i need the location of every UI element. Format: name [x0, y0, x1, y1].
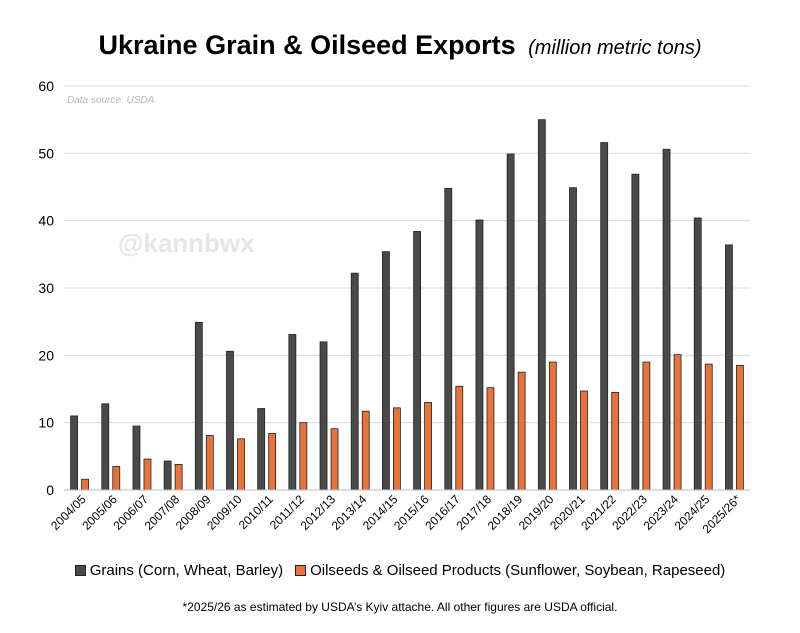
legend-swatch-grains [74, 565, 86, 576]
legend-item-grains: Grains (Corn, Wheat, Barley) [74, 562, 284, 579]
y-tick-label: 10 [38, 415, 54, 431]
y-tick-label: 50 [38, 145, 54, 161]
bar-grains [506, 153, 515, 491]
bar-grains [132, 425, 141, 491]
bar-oilseeds [174, 464, 183, 491]
y-tick-label: 20 [38, 347, 54, 363]
bar-oilseeds [704, 363, 713, 491]
bar-grains [475, 219, 484, 491]
bar-grains [226, 350, 234, 491]
watermark-text: @kannbwx [118, 228, 255, 258]
bar-oilseeds [112, 466, 121, 491]
bar-oilseeds [580, 390, 588, 491]
footnote: *2025/26 as estimated by USDA’s Kyiv att… [182, 600, 618, 614]
bar-oilseeds [455, 385, 464, 491]
bar-oilseeds [268, 433, 277, 491]
y-axis: 0 10 20 30 40 50 60 [38, 78, 54, 498]
bar-oilseeds [486, 387, 495, 491]
bar-grains [693, 217, 702, 491]
bar-oilseeds [237, 438, 245, 491]
bar-oilseeds [673, 354, 682, 491]
y-tick-label: 30 [38, 280, 54, 296]
bar-grains [569, 187, 577, 491]
y-tick-label: 0 [46, 482, 54, 498]
bar-oilseeds [393, 407, 401, 491]
y-tick-label: 60 [38, 78, 54, 94]
bar-grains [194, 321, 203, 491]
bar-grains [101, 403, 110, 491]
bar-grains [413, 231, 421, 491]
bar-chart: @kannbwx 0 10 20 30 40 50 60 2004/052005/06200… [38, 78, 750, 536]
title-main: Ukraine Grain & Oilseed Exports [98, 30, 516, 60]
bar-grains [288, 334, 297, 491]
bar-grains [600, 142, 609, 491]
bar-grains [444, 187, 453, 491]
bar-grains [382, 251, 390, 491]
bar-oilseeds [205, 435, 214, 491]
bar-grains [631, 173, 640, 491]
bar-oilseeds [361, 410, 370, 491]
bar-grains [70, 415, 78, 491]
bar-oilseeds [517, 371, 526, 491]
bar-grains [257, 408, 266, 491]
chart-title: Ukraine Grain & Oilseed Exports (million… [0, 30, 800, 61]
bar-oilseeds [642, 361, 651, 491]
bar-grains [350, 272, 359, 491]
legend: Grains (Corn, Wheat, Barley) Oilseeds & … [0, 562, 800, 579]
data-source-note: Data source: USDA [67, 95, 155, 106]
bar-oilseeds [81, 478, 89, 491]
bar-oilseeds [611, 391, 620, 491]
bar-oilseeds [736, 365, 744, 491]
bar-grains [725, 244, 733, 491]
title-subtitle: (million metric tons) [528, 37, 702, 59]
legend-label-oilseeds: Oilseeds & Oilseed Products (Sunflower, … [310, 562, 726, 579]
bar-grains [319, 341, 328, 491]
x-tick-label: 2009/10 [204, 492, 245, 533]
bar-grains [163, 460, 172, 491]
bar-oilseeds [330, 428, 339, 491]
legend-item-oilseeds: Oilseeds & Oilseed Products (Sunflower, … [295, 562, 725, 579]
y-tick-label: 40 [38, 213, 54, 229]
x-axis: 2004/052005/062006/072007/082008/092009/… [48, 489, 750, 536]
legend-label-grains: Grains (Corn, Wheat, Barley) [89, 562, 284, 579]
bar-oilseeds [143, 458, 152, 491]
bar-oilseeds [548, 361, 557, 491]
bars-group [70, 119, 744, 491]
bar-oilseeds [424, 402, 432, 491]
legend-swatch-oilseeds [295, 565, 307, 576]
bar-oilseeds [299, 422, 308, 491]
bar-grains [662, 148, 671, 491]
bar-grains [537, 119, 546, 491]
